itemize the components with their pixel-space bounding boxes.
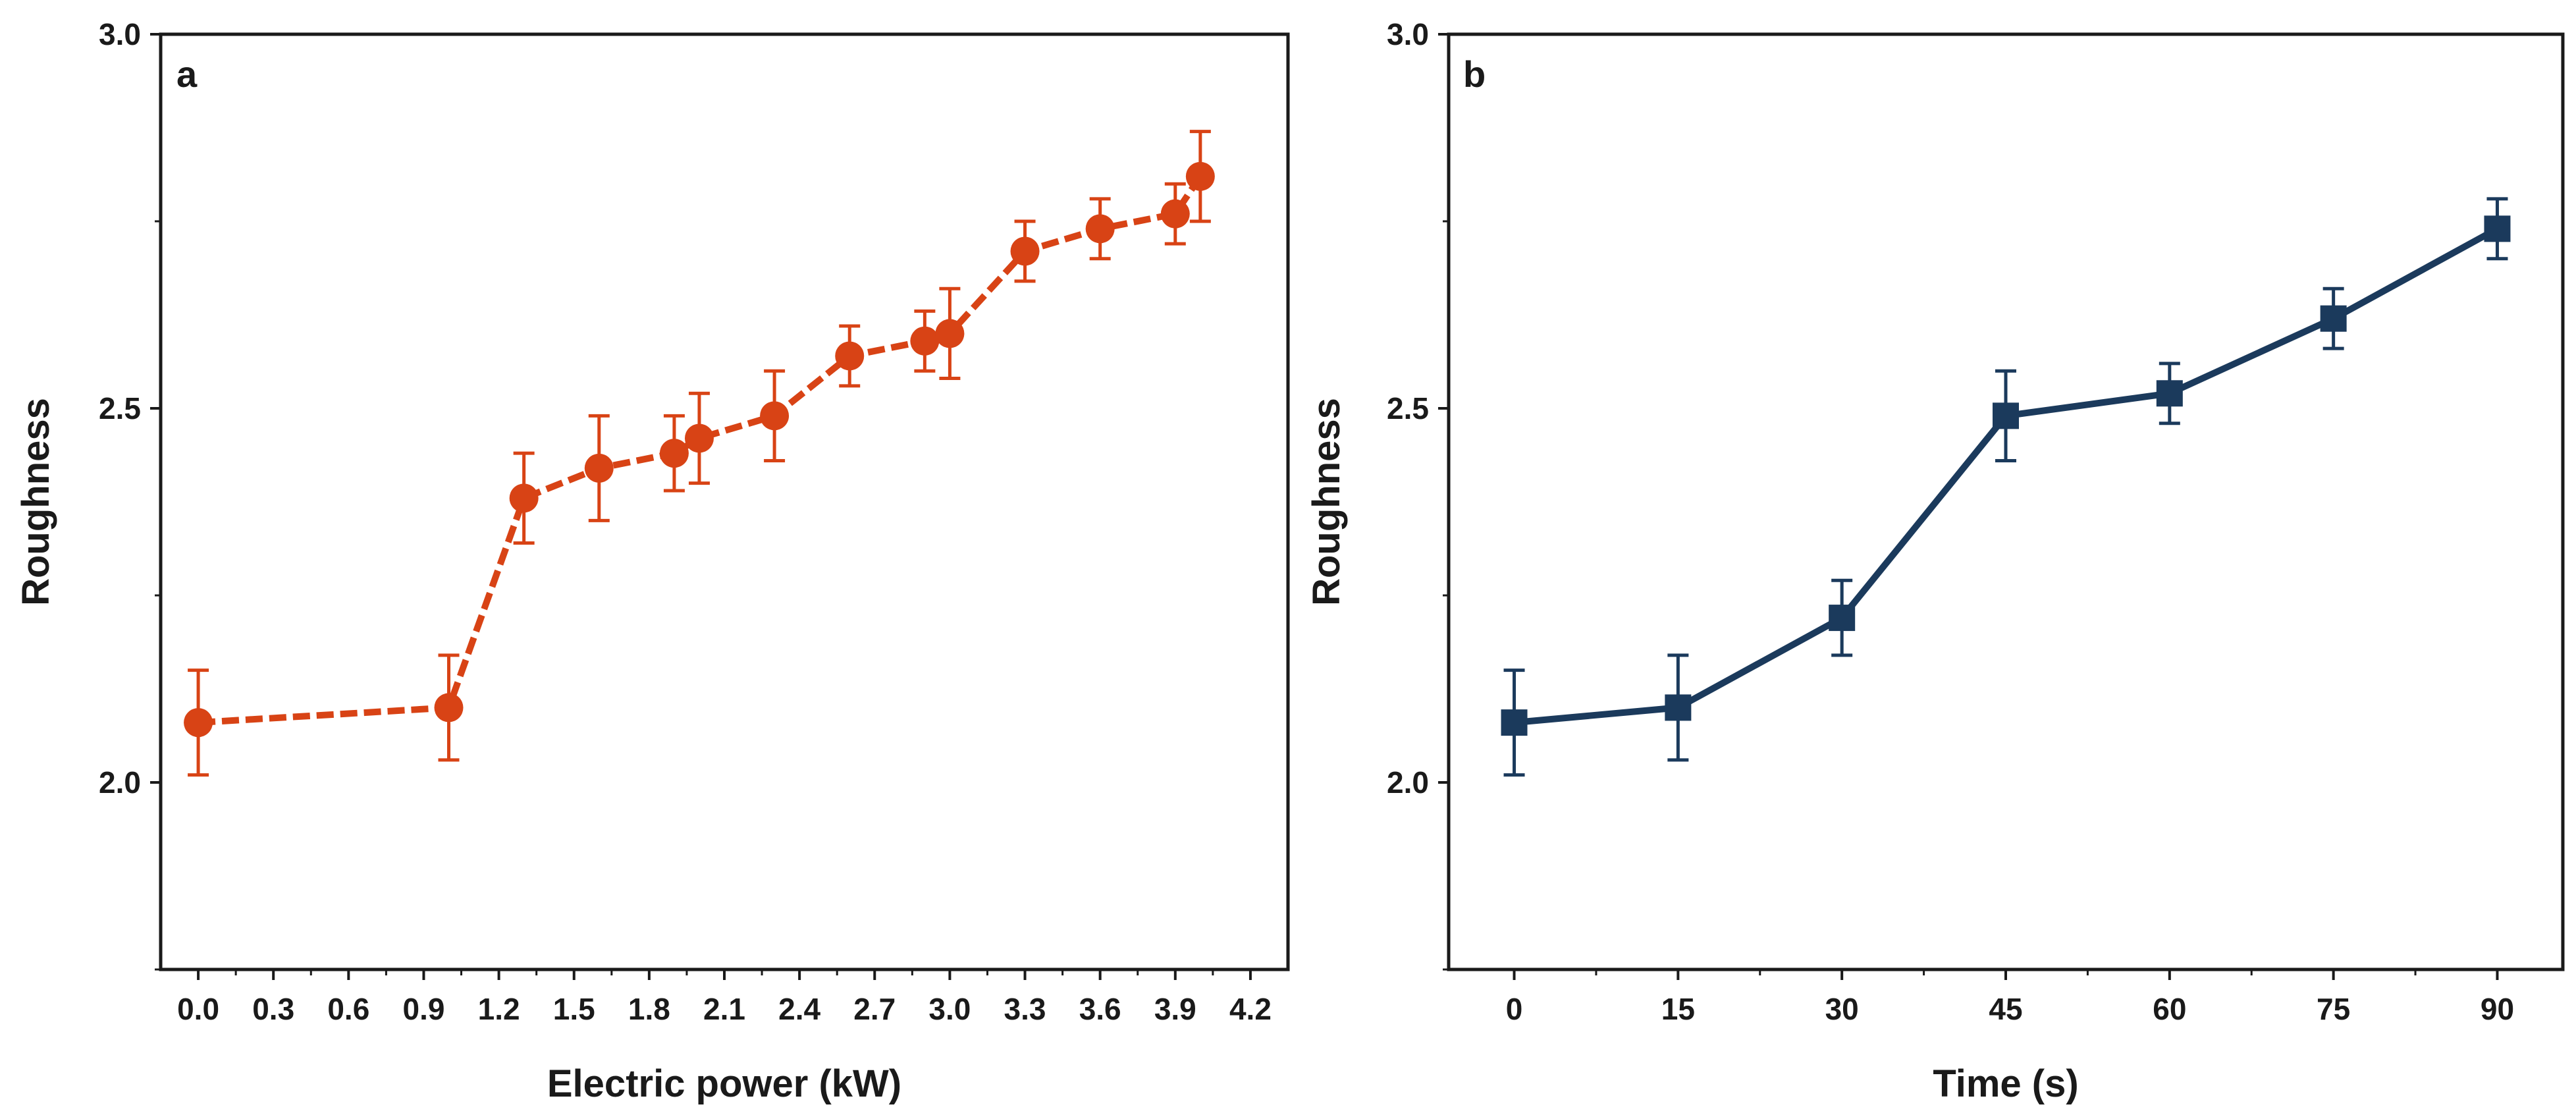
series-line-b	[1514, 225, 2499, 726]
x-tick-label: 0.9	[402, 992, 444, 1026]
x-tick-label: 2.7	[853, 992, 896, 1026]
data-point	[935, 319, 965, 348]
markers-b	[1501, 215, 2511, 736]
x-tick-label: 1.8	[628, 992, 670, 1026]
data-point	[1501, 709, 1528, 736]
y-axis-title-b: Roughness	[1305, 398, 1348, 606]
y-tick-label: 2.5	[1387, 391, 1429, 425]
data-point	[760, 401, 790, 431]
x-tick-label: 90	[2481, 992, 2514, 1026]
y-axis-title-a: Roughness	[14, 398, 57, 606]
x-tick-label: 1.5	[553, 992, 595, 1026]
data-point	[2320, 305, 2347, 332]
x-tick-label: 3.3	[1004, 992, 1046, 1026]
x-tick-label: 2.4	[778, 992, 820, 1026]
x-tick-label: 3.0	[928, 992, 971, 1026]
x-tick-label: 75	[2317, 992, 2350, 1026]
data-point	[184, 708, 213, 738]
data-point	[1160, 199, 1190, 229]
data-point	[1993, 402, 2019, 429]
error-bars-b	[1503, 197, 2508, 777]
y-tick-label: 2.0	[1387, 765, 1429, 800]
y-tick-label: 3.0	[99, 17, 141, 51]
x-tick-labels-a: 0.0 0.3 0.6 0.9 1.2 1.5 1.8 2.1 2.4 2.7 3.0 3.3 3.6 3…	[177, 992, 1272, 1026]
panel-label-b: b	[1463, 53, 1486, 95]
x-tick-label: 0.6	[327, 992, 369, 1026]
data-point	[1010, 236, 1040, 266]
y-tick-labels-a: 2.0 2.5 3.0	[99, 17, 141, 800]
data-point	[1185, 161, 1215, 191]
data-point	[584, 453, 614, 483]
x-tick-label: 15	[1661, 992, 1695, 1026]
chart-panel-a: 0.0 0.3 0.6 0.9 1.2 1.5 1.8 2.1 2.4 2.7 3.0 3.3 3.6 3…	[14, 17, 1290, 1105]
x-tick-label: 3.6	[1079, 992, 1121, 1026]
x-tick-labels-b: 0 15 30 45 60 75 90	[1506, 992, 2514, 1026]
grid-ticks-b	[1438, 33, 2499, 980]
data-point	[2156, 380, 2183, 407]
plot-frame-b	[1447, 32, 2565, 971]
error-bars-a	[188, 130, 1211, 777]
data-point	[2484, 215, 2511, 242]
markers-a	[184, 161, 1215, 738]
x-tick-label: 0.3	[252, 992, 294, 1026]
x-tick-label: 4.2	[1229, 992, 1272, 1026]
data-point	[835, 341, 865, 371]
chart-panel-b: 0 15 30 45 60 75 90 2.0 2.5 3.0 b Time (s) Rough…	[1305, 17, 2565, 1105]
data-point	[509, 483, 539, 513]
x-tick-label: 45	[1989, 992, 2022, 1026]
data-point	[910, 326, 940, 356]
x-tick-label: 1.2	[478, 992, 520, 1026]
grid-ticks-a	[150, 33, 1252, 980]
x-axis-title-b: Time (s)	[1933, 1062, 2078, 1105]
data-point	[659, 439, 689, 468]
data-point	[1829, 605, 1856, 632]
data-point	[1085, 214, 1115, 244]
data-point	[434, 693, 464, 722]
x-tick-label: 0.0	[177, 992, 219, 1026]
y-tick-label: 2.0	[99, 765, 141, 800]
data-point	[684, 423, 714, 453]
y-tick-label: 3.0	[1387, 17, 1429, 51]
x-axis-title-a: Electric power (kW)	[547, 1062, 901, 1105]
x-tick-label: 30	[1825, 992, 1859, 1026]
data-point	[1665, 694, 1692, 721]
x-tick-label: 2.1	[703, 992, 745, 1026]
y-tick-label: 2.5	[99, 391, 141, 425]
y-tick-labels-b: 2.0 2.5 3.0	[1387, 17, 1429, 800]
plot-frame-a	[159, 32, 1290, 971]
panel-label-a: a	[176, 53, 198, 95]
x-tick-label: 60	[2153, 992, 2186, 1026]
x-tick-label: 3.9	[1154, 992, 1196, 1026]
x-tick-label: 0	[1506, 992, 1523, 1026]
